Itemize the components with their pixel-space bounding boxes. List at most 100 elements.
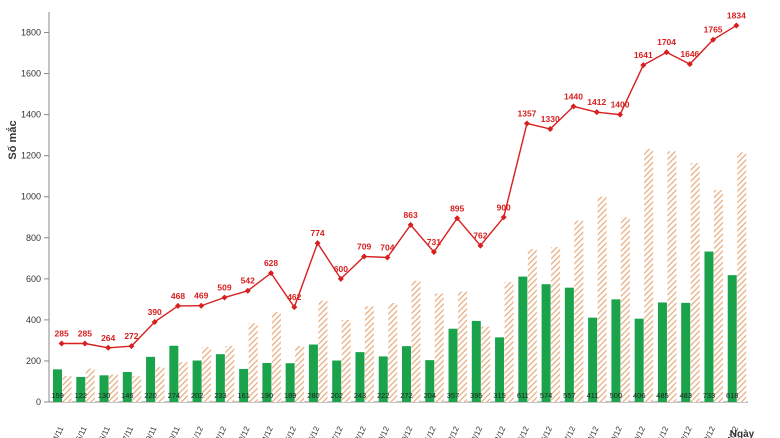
green-bar-label: 189 [284, 391, 297, 400]
line-point [221, 294, 228, 301]
hatched-bar [295, 345, 305, 402]
line-point [128, 343, 135, 350]
green-bar-label: 202 [330, 391, 343, 400]
green-bar [564, 287, 574, 402]
green-bar-label: 733 [703, 391, 716, 400]
data-labels: 159 122 130 146 220 274 202 233 161 190 189 280 202 2… [51, 11, 746, 400]
x-axis: 24/11 25/11 26/11 27/11 29/11 30/11 01/12 02/12… [49, 425, 740, 438]
x-tick-label: 22/12 [677, 425, 694, 438]
green-bar-label: 272 [400, 391, 413, 400]
hatched-bar [597, 196, 607, 402]
x-tick-label: 12/12 [444, 425, 461, 438]
green-bar-label: 315 [493, 391, 506, 400]
line-point [570, 103, 577, 110]
x-tick-label: 05/12 [281, 425, 298, 438]
green-bar [76, 376, 86, 402]
y-tick-label: 1400 [21, 110, 41, 120]
y-tick-label: 1000 [21, 192, 41, 202]
line-data-label: 895 [450, 203, 464, 213]
line-data-label: 468 [171, 291, 185, 301]
hatched-bar [225, 345, 235, 402]
line-data-label: 542 [241, 276, 255, 286]
green-bar-label: 411 [587, 391, 599, 400]
green-bar [239, 368, 249, 402]
green-bar [634, 318, 644, 402]
green-bar [657, 302, 667, 402]
y-tick-label: 400 [26, 315, 41, 325]
line-data-label: 272 [124, 331, 138, 341]
hatched-bar [504, 281, 514, 402]
line-data-label: 1765 [704, 25, 723, 35]
green-bar-label: 483 [679, 391, 692, 400]
green-bar [122, 372, 132, 402]
line-data-label: 704 [380, 242, 394, 252]
green-bar-label: 357 [447, 391, 460, 400]
green-bar [402, 346, 411, 402]
hatched-bar [109, 374, 119, 402]
green-bar-label: 406 [633, 391, 646, 400]
line-point [733, 22, 740, 29]
x-tick-label: 09/12 [375, 425, 392, 438]
line-point [81, 340, 88, 347]
hatched-bar [411, 280, 421, 402]
green-bar-label: 161 [237, 391, 250, 400]
green-bar [681, 302, 691, 402]
line-point [523, 120, 530, 127]
line-data-label: 1641 [634, 50, 653, 60]
green-bar [727, 275, 737, 402]
line-data-label: 285 [55, 329, 69, 339]
x-tick-label: 21/12 [654, 425, 671, 438]
green-bar [332, 360, 342, 402]
line-data-label: 900 [497, 202, 511, 212]
y-tick-label: 1600 [21, 69, 41, 79]
green-bar-label: 618 [726, 391, 739, 400]
line-data-label: 285 [78, 329, 92, 339]
green-bar-label: 500 [610, 391, 623, 400]
hatched-bar [551, 247, 561, 402]
line-point [663, 49, 670, 56]
hatched-bar [248, 323, 258, 402]
hatched-bar [318, 300, 328, 402]
line-data-label: 1330 [541, 114, 560, 124]
x-tick-label: 25/11 [72, 425, 89, 438]
line-data-label: 1357 [518, 108, 537, 118]
green-bar-label: 222 [377, 391, 390, 400]
y-tick-label: 0 [36, 397, 41, 407]
hatched-bar [434, 293, 444, 402]
green-bar [99, 375, 109, 402]
line-data-label: 1704 [657, 37, 676, 47]
x-tick-label: 02/12 [212, 425, 229, 438]
green-bar [262, 363, 272, 402]
x-tick-label: 18/12 [584, 425, 601, 438]
green-bar-series [53, 251, 737, 402]
line-data-label: 1412 [587, 97, 606, 107]
green-bar-label: 485 [656, 391, 669, 400]
green-bar [541, 284, 551, 402]
line-data-label: 469 [194, 291, 208, 301]
hatched-bar [690, 163, 700, 402]
line-data-label: 863 [404, 210, 418, 220]
x-tick-label: 08/12 [351, 425, 368, 438]
x-tick-label: 04/12 [258, 425, 275, 438]
green-bar [588, 317, 598, 402]
line-point [710, 36, 717, 43]
green-bar-label: 130 [98, 391, 111, 400]
line-point [454, 215, 461, 222]
green-bar-label: 557 [563, 391, 576, 400]
green-bar [169, 345, 179, 402]
line-data-label: 390 [148, 307, 162, 317]
hatched-bar [481, 326, 491, 402]
hatched-bar [574, 220, 584, 402]
green-bar [704, 251, 714, 402]
x-tick-label: 13/12 [468, 425, 485, 438]
line-point [547, 126, 554, 132]
green-bar [285, 363, 295, 402]
line-point [640, 62, 647, 69]
y-axis: 0 200 400 600 800 1000 1200 1400 1600 1800 [21, 12, 748, 407]
line-point [268, 270, 275, 277]
hatched-bar [713, 190, 723, 402]
hatched-bar [62, 376, 72, 402]
line-path [61, 24, 737, 349]
line-data-label: 1834 [727, 11, 746, 21]
x-tick-label: 23/12 [700, 425, 717, 438]
